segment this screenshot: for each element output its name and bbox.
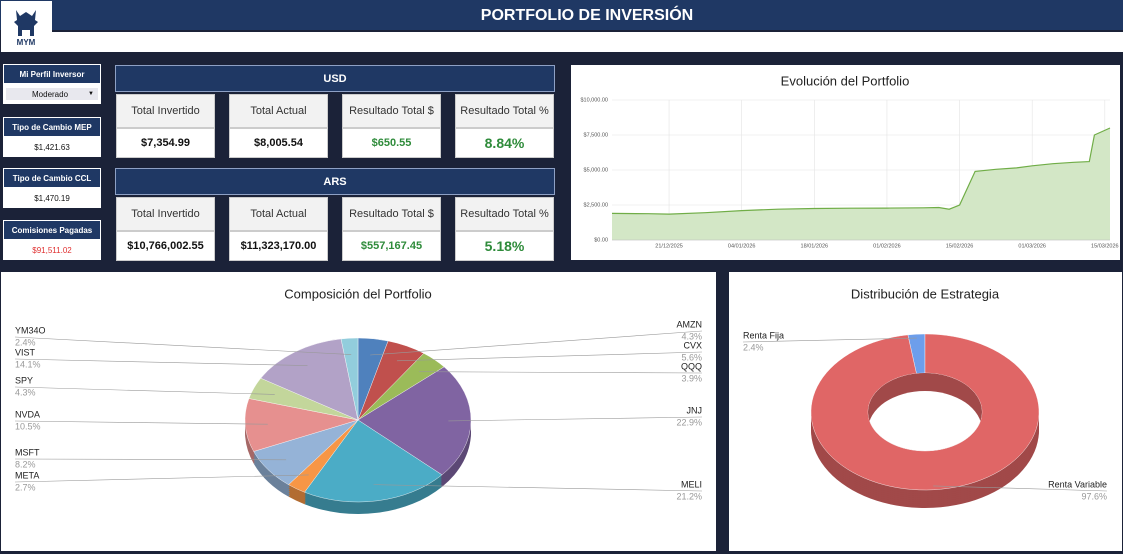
page-title: PORTFOLIO DE INVERSIÓN — [481, 5, 693, 24]
x-tick-label: 18/01/2026 — [801, 243, 829, 249]
chart-title: Composición del Portfolio — [284, 286, 431, 301]
slice-value-label: 22.9% — [676, 417, 702, 427]
y-tick-label: $7,500.00 — [584, 132, 608, 138]
mep-value: $1,421.63 — [3, 137, 101, 157]
card-label: Resultado Total $ — [342, 94, 441, 128]
slice-label: CVX — [683, 340, 702, 350]
leader-line — [419, 371, 703, 374]
x-tick-label: 15/03/2026 — [1091, 243, 1119, 249]
slice-label: SPY — [15, 375, 33, 385]
slice-label: NVDA — [15, 409, 40, 419]
logo-text: MYM — [17, 38, 36, 47]
card-label: Total Actual — [229, 197, 328, 231]
profile-dropdown[interactable]: Moderado ▼ — [6, 88, 98, 100]
card-value: 5.18% — [455, 231, 554, 261]
card-label: Resultado Total % — [455, 94, 554, 128]
slice-value-label: 97.6% — [1081, 491, 1107, 501]
profile-box: Moderado ▼ — [3, 84, 101, 104]
slice — [260, 338, 359, 421]
slice-label: AMZN — [677, 319, 703, 329]
y-tick-label: $0.00 — [594, 237, 608, 243]
card-label: Resultado Total $ — [342, 197, 441, 231]
card-value: $8,005.54 — [229, 128, 328, 158]
leader-line — [373, 484, 703, 492]
slice — [244, 398, 359, 452]
leader-line — [448, 416, 703, 422]
area-fill — [612, 128, 1110, 240]
currency-header: ARS — [115, 168, 555, 195]
ccl-label: Tipo de Cambio CCL — [3, 168, 101, 188]
slice-value-label: 14.1% — [15, 359, 41, 369]
slice-value-label: 4.3% — [15, 387, 36, 397]
slice-label: META — [15, 470, 39, 480]
header-bar — [0, 0, 1123, 30]
chart-title: Evolución del Portfolio — [781, 73, 910, 88]
card-label: Total Invertido — [116, 197, 215, 231]
fees-label: Comisiones Pagadas — [3, 220, 101, 240]
leader-line — [14, 474, 309, 483]
card-value: $557,167.45 — [342, 231, 441, 261]
slice-value-label: 2.4% — [743, 342, 764, 352]
chart-title: Distribución de Estrategia — [851, 286, 1000, 301]
line — [611, 127, 1111, 215]
leader-line — [370, 330, 703, 356]
card-label: Resultado Total % — [455, 197, 554, 231]
slice — [304, 419, 443, 503]
leader-line — [14, 458, 287, 461]
profile-label: Mi Perfil Inversor — [3, 64, 101, 84]
y-tick-label: $2,500.00 — [584, 202, 608, 208]
card-label: Total Invertido — [116, 94, 215, 128]
slice-label: VIST — [15, 347, 36, 357]
card-value: $10,766,002.55 — [116, 231, 215, 261]
leader-line — [14, 386, 275, 395]
slice-value-label: 3.9% — [681, 373, 702, 383]
slice-label: MELI — [681, 479, 702, 489]
card-value: $11,323,170.00 — [229, 231, 328, 261]
leader-line — [14, 336, 352, 355]
slice — [340, 337, 359, 421]
fees-value: $91,511.02 — [3, 240, 101, 260]
card-value: 8.84% — [455, 128, 554, 158]
slice-label: JNJ — [687, 405, 703, 415]
slice-label: MSFT — [15, 447, 40, 457]
leader-line — [933, 485, 1108, 492]
slice-label: QQQ — [681, 361, 702, 371]
leader-line — [14, 358, 308, 366]
slice-value-label: 21.2% — [676, 491, 702, 501]
logo-icon — [14, 10, 38, 36]
mep-label: Tipo de Cambio MEP — [3, 117, 101, 137]
x-tick-label: 21/12/2025 — [655, 243, 683, 249]
slice-label: Renta Variable — [1048, 479, 1107, 489]
leader-line — [14, 420, 268, 425]
card-label: Total Actual — [229, 94, 328, 128]
currency-header: USD — [115, 65, 555, 92]
x-tick-label: 15/02/2026 — [946, 243, 974, 249]
slice-label: Renta Fija — [743, 330, 784, 340]
card-value: $7,354.99 — [116, 128, 215, 158]
ccl-value: $1,470.19 — [3, 188, 101, 208]
x-tick-label: 04/01/2026 — [728, 243, 756, 249]
slice-value-label: 2.7% — [15, 482, 36, 492]
slice-value-label: 2.4% — [15, 337, 36, 347]
slice — [357, 366, 472, 476]
x-tick-label: 01/03/2026 — [1018, 243, 1046, 249]
leader-line — [742, 337, 917, 343]
slice-label: YM34O — [15, 325, 46, 335]
slice-value-label: 8.2% — [15, 459, 36, 469]
card-value: $650.55 — [342, 128, 441, 158]
profile-value: Moderado — [32, 89, 69, 99]
slice-value-label: 4.3% — [681, 331, 702, 341]
slice-value-label: 5.6% — [681, 352, 702, 362]
y-tick-label: $10,000.00 — [580, 97, 608, 103]
y-tick-label: $5,000.00 — [584, 167, 608, 173]
dropdown-arrow: ▼ — [88, 91, 94, 97]
x-tick-label: 01/02/2026 — [873, 243, 901, 249]
header-strip — [52, 32, 1123, 52]
slice-value-label: 10.5% — [15, 421, 41, 431]
leader-line — [396, 351, 703, 362]
